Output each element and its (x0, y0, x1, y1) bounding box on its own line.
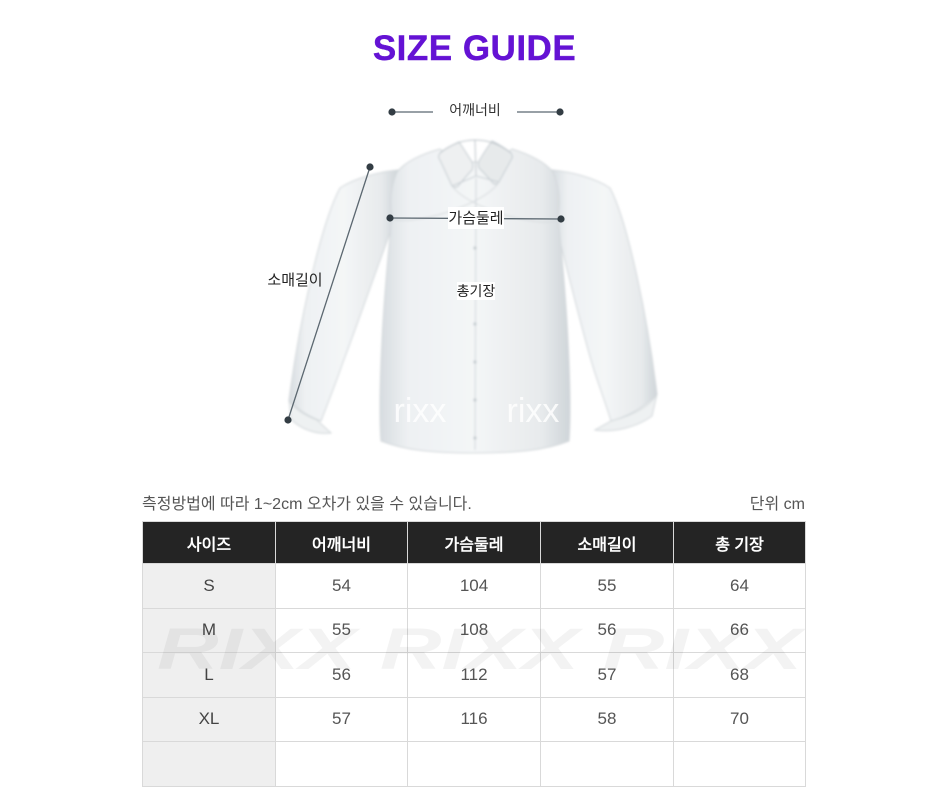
svg-text:rixx: rixx (507, 392, 560, 430)
svg-text:소매길이: 소매길이 (267, 272, 322, 289)
svg-text:어깨너비: 어깨너비 (449, 102, 501, 118)
svg-text:총기장: 총기장 (457, 283, 496, 299)
svg-text:가슴둘레: 가슴둘레 (448, 210, 503, 227)
svg-text:rixx: rixx (394, 392, 447, 430)
